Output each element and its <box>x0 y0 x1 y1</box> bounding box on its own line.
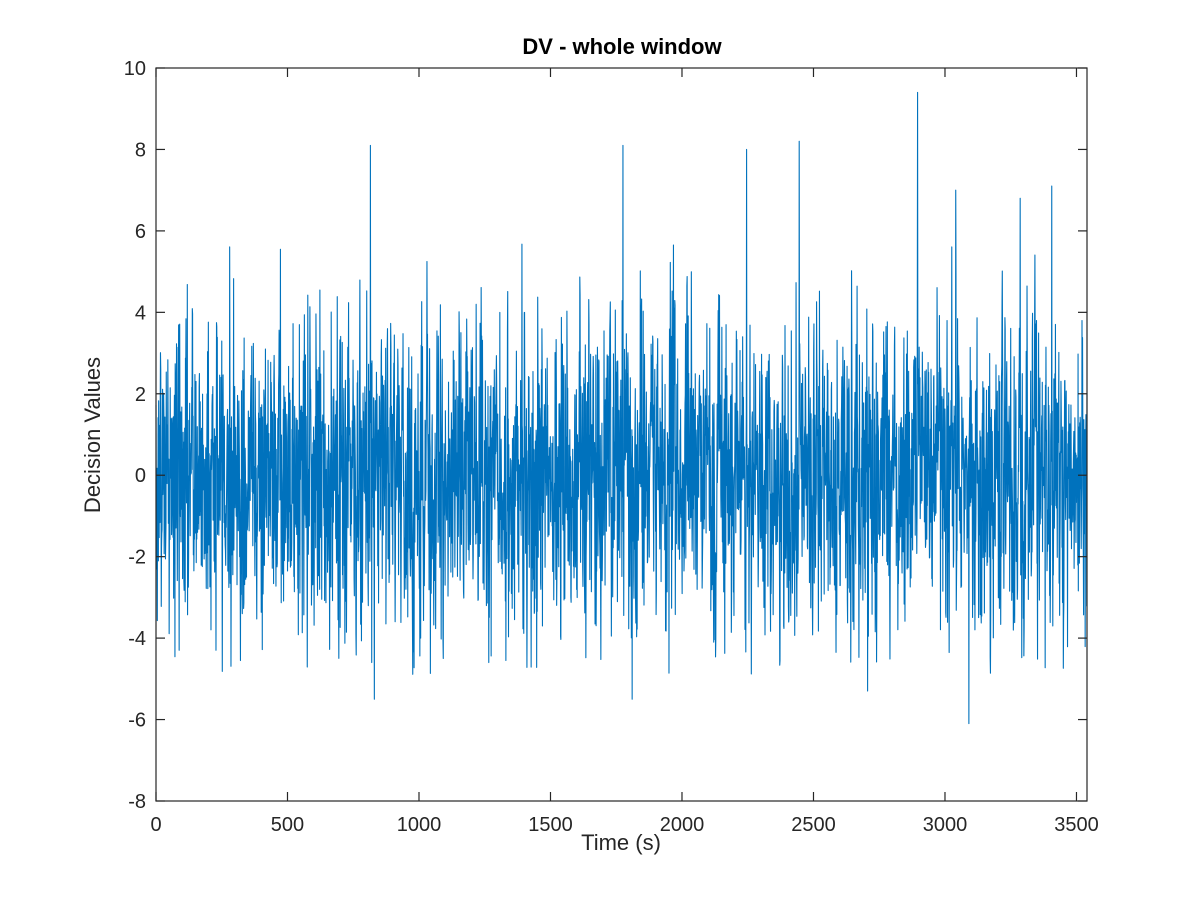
y-tick-label: 10 <box>124 58 146 80</box>
x-tick-label: 2000 <box>660 814 705 836</box>
x-tick-label: 1000 <box>397 814 442 836</box>
plot-area <box>155 91 1088 725</box>
x-tick-label: 0 <box>150 814 161 836</box>
x-tick-label: 2500 <box>791 814 836 836</box>
y-tick-label: 2 <box>135 384 146 406</box>
y-tick-label: 4 <box>135 302 146 324</box>
y-tick-label: -6 <box>128 710 146 732</box>
y-tick-label: 8 <box>135 139 146 161</box>
x-tick-label: 1500 <box>528 814 573 836</box>
x-axis-label: Time (s) <box>581 830 661 855</box>
y-axis-label: Decision Values <box>80 357 105 513</box>
y-tick-label: 0 <box>135 465 146 487</box>
series-line <box>155 91 1088 725</box>
y-tick-label: -8 <box>128 791 146 813</box>
x-tick-label: 3500 <box>1054 814 1099 836</box>
x-tick-label: 500 <box>271 814 304 836</box>
ticks: 0 500 1000 1500 2000 2500 3000 3500 -8 -6 -4 -2 0 2 4 6… <box>124 58 1099 836</box>
x-tick-label: 3000 <box>923 814 968 836</box>
axes-box <box>155 67 1088 802</box>
y-tick-label: -4 <box>128 628 146 650</box>
y-tick-label: -2 <box>128 547 146 569</box>
y-tick-label: 6 <box>135 221 146 243</box>
chart-title: DV - whole window <box>522 34 722 59</box>
